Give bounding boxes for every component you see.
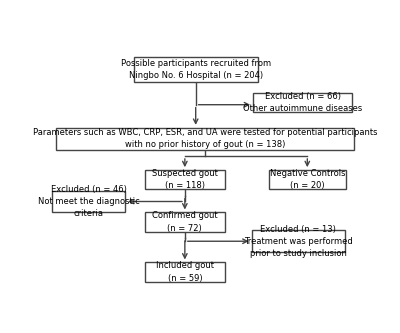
Text: Included gout
(n = 59): Included gout (n = 59) xyxy=(156,261,214,283)
Text: Suspected gout
(n = 118): Suspected gout (n = 118) xyxy=(152,169,218,190)
Text: Excluded (n = 66)
Other autoimmune diseases: Excluded (n = 66) Other autoimmune disea… xyxy=(243,92,362,113)
FancyBboxPatch shape xyxy=(144,212,225,232)
Text: Confirmed gout
(n = 72): Confirmed gout (n = 72) xyxy=(152,211,218,232)
FancyBboxPatch shape xyxy=(268,170,346,189)
Text: Excluded (n = 13)
Treatment was performed
prior to study inclusion: Excluded (n = 13) Treatment was performe… xyxy=(244,224,352,258)
Text: Parameters such as WBC, CRP, ESR, and UA were tested for potential participants
: Parameters such as WBC, CRP, ESR, and UA… xyxy=(33,128,377,149)
FancyBboxPatch shape xyxy=(144,262,225,282)
FancyBboxPatch shape xyxy=(252,230,344,252)
Text: Negative Controls
(n = 20): Negative Controls (n = 20) xyxy=(270,169,345,190)
FancyBboxPatch shape xyxy=(253,93,352,113)
Text: Possible participants recruited from
Ningbo No. 6 Hospital (n = 204): Possible participants recruited from Nin… xyxy=(121,59,271,80)
FancyBboxPatch shape xyxy=(56,128,354,150)
FancyBboxPatch shape xyxy=(52,190,125,212)
FancyBboxPatch shape xyxy=(144,170,225,189)
FancyBboxPatch shape xyxy=(134,57,258,82)
Text: Excluded (n = 46)
Not meet the diagnostic
criteria: Excluded (n = 46) Not meet the diagnosti… xyxy=(38,185,140,218)
